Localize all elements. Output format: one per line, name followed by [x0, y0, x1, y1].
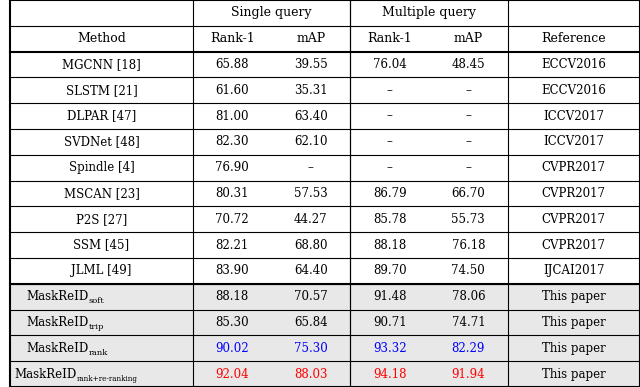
Text: This paper: This paper — [542, 368, 605, 380]
Text: –: – — [387, 84, 392, 97]
Text: JLML [49]: JLML [49] — [71, 264, 132, 277]
Text: –: – — [465, 135, 471, 148]
Text: rank: rank — [89, 349, 108, 357]
Text: 93.32: 93.32 — [373, 342, 406, 355]
Text: Reference: Reference — [541, 32, 606, 45]
Text: Rank-1: Rank-1 — [210, 32, 255, 45]
Text: soft: soft — [89, 297, 105, 305]
Text: ECCV2016: ECCV2016 — [541, 58, 606, 71]
Text: 89.70: 89.70 — [373, 264, 406, 277]
Text: This paper: This paper — [542, 342, 605, 355]
Text: 94.18: 94.18 — [373, 368, 406, 380]
Text: 48.45: 48.45 — [452, 58, 485, 71]
Text: 76.18: 76.18 — [452, 239, 485, 252]
Text: MaskReID: MaskReID — [27, 342, 89, 355]
Text: 76.90: 76.90 — [215, 161, 249, 174]
Text: 85.30: 85.30 — [216, 316, 249, 329]
Text: CVPR2017: CVPR2017 — [542, 213, 606, 226]
Text: 85.78: 85.78 — [373, 213, 406, 226]
Text: MaskReID: MaskReID — [27, 316, 89, 329]
Text: ECCV2016: ECCV2016 — [541, 84, 606, 97]
Text: 88.18: 88.18 — [373, 239, 406, 252]
Text: 68.80: 68.80 — [294, 239, 328, 252]
Text: 83.90: 83.90 — [216, 264, 249, 277]
Text: rank+re-ranking: rank+re-ranking — [76, 375, 138, 383]
Text: –: – — [387, 161, 392, 174]
Text: Rank-1: Rank-1 — [367, 32, 412, 45]
Text: 39.55: 39.55 — [294, 58, 328, 71]
Bar — [10, 336, 640, 361]
Text: SLSTM [21]: SLSTM [21] — [66, 84, 138, 97]
Text: 80.31: 80.31 — [216, 187, 249, 200]
Text: This paper: This paper — [542, 316, 605, 329]
Text: Multiple query: Multiple query — [382, 7, 476, 19]
Text: This paper: This paper — [542, 290, 605, 303]
Text: 82.30: 82.30 — [216, 135, 249, 148]
Text: 70.72: 70.72 — [216, 213, 249, 226]
Text: 61.60: 61.60 — [216, 84, 249, 97]
Text: 90.02: 90.02 — [216, 342, 249, 355]
Text: –: – — [308, 161, 314, 174]
Text: ICCV2017: ICCV2017 — [543, 110, 604, 123]
Text: 92.04: 92.04 — [216, 368, 249, 380]
Text: 57.53: 57.53 — [294, 187, 328, 200]
Text: –: – — [387, 135, 392, 148]
Text: ICCV2017: ICCV2017 — [543, 135, 604, 148]
Text: mAP: mAP — [296, 32, 326, 45]
Text: 88.03: 88.03 — [294, 368, 328, 380]
Text: mAP: mAP — [454, 32, 483, 45]
Text: 91.94: 91.94 — [452, 368, 485, 380]
Text: Spindle [4]: Spindle [4] — [68, 161, 134, 174]
Text: 74.50: 74.50 — [451, 264, 485, 277]
Text: CVPR2017: CVPR2017 — [542, 239, 606, 252]
Text: 81.00: 81.00 — [216, 110, 249, 123]
Text: 88.18: 88.18 — [216, 290, 249, 303]
Text: 86.79: 86.79 — [373, 187, 406, 200]
Text: 91.48: 91.48 — [373, 290, 406, 303]
Text: –: – — [465, 161, 471, 174]
Text: 82.21: 82.21 — [216, 239, 249, 252]
Text: trip: trip — [89, 323, 104, 331]
Bar — [10, 284, 640, 310]
Text: 66.70: 66.70 — [451, 187, 485, 200]
Text: 62.10: 62.10 — [294, 135, 328, 148]
Text: CVPR2017: CVPR2017 — [542, 187, 606, 200]
Text: 78.06: 78.06 — [452, 290, 485, 303]
Text: 75.30: 75.30 — [294, 342, 328, 355]
Bar — [10, 361, 640, 387]
Text: SVDNet [48]: SVDNet [48] — [63, 135, 140, 148]
Text: 82.29: 82.29 — [452, 342, 485, 355]
Text: Single query: Single query — [231, 7, 312, 19]
Text: 65.84: 65.84 — [294, 316, 328, 329]
Text: MSCAN [23]: MSCAN [23] — [63, 187, 140, 200]
Text: 65.88: 65.88 — [216, 58, 249, 71]
Text: CVPR2017: CVPR2017 — [542, 161, 606, 174]
Text: MaskReID: MaskReID — [27, 290, 89, 303]
Text: 64.40: 64.40 — [294, 264, 328, 277]
Text: 55.73: 55.73 — [451, 213, 485, 226]
Bar — [10, 310, 640, 336]
Text: MaskReID: MaskReID — [14, 368, 76, 380]
Text: 74.71: 74.71 — [452, 316, 485, 329]
Text: SSM [45]: SSM [45] — [74, 239, 129, 252]
Text: Method: Method — [77, 32, 126, 45]
Text: 44.27: 44.27 — [294, 213, 328, 226]
Text: –: – — [387, 110, 392, 123]
Text: 76.04: 76.04 — [372, 58, 406, 71]
Text: MGCNN [18]: MGCNN [18] — [62, 58, 141, 71]
Text: 35.31: 35.31 — [294, 84, 328, 97]
Text: IJCAI2017: IJCAI2017 — [543, 264, 605, 277]
Text: DLPAR [47]: DLPAR [47] — [67, 110, 136, 123]
Text: P2S [27]: P2S [27] — [76, 213, 127, 226]
Text: 70.57: 70.57 — [294, 290, 328, 303]
Text: 63.40: 63.40 — [294, 110, 328, 123]
Text: –: – — [465, 84, 471, 97]
Text: –: – — [465, 110, 471, 123]
Text: 90.71: 90.71 — [373, 316, 406, 329]
